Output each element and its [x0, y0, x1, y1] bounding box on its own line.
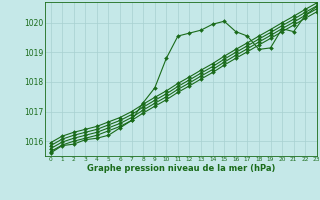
- X-axis label: Graphe pression niveau de la mer (hPa): Graphe pression niveau de la mer (hPa): [87, 164, 275, 173]
